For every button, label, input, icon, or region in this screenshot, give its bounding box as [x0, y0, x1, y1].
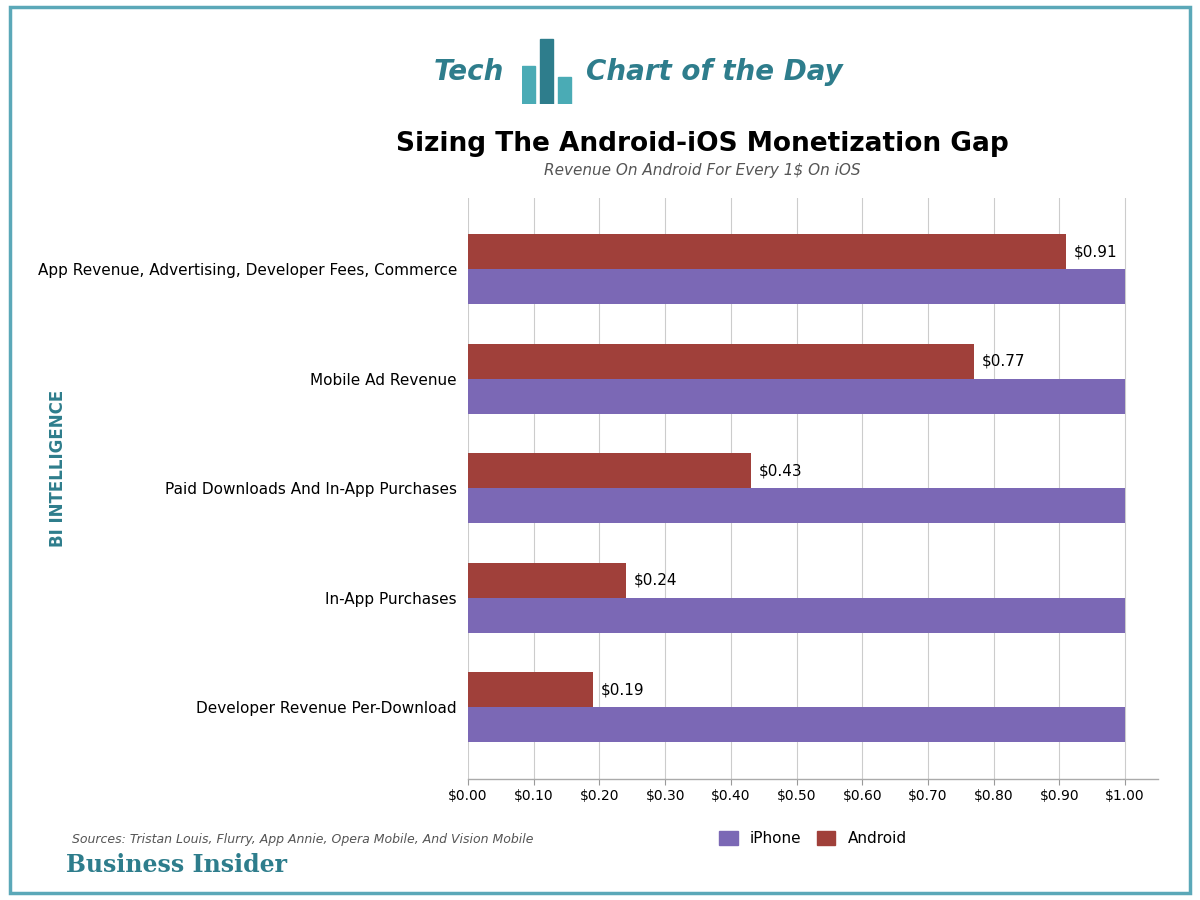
Bar	[468, 672, 593, 707]
Text: $0.91: $0.91	[1074, 244, 1117, 259]
Bar	[468, 454, 750, 488]
Text: $0.24: $0.24	[634, 572, 677, 588]
Bar	[468, 344, 974, 379]
Bar	[468, 598, 1126, 633]
Bar	[558, 76, 571, 104]
Text: $0.19: $0.19	[601, 682, 644, 698]
Text: Sources: Tristan Louis, Flurry, App Annie, Opera Mobile, And Vision Mobile: Sources: Tristan Louis, Flurry, App Anni…	[72, 833, 534, 846]
Bar	[522, 67, 535, 104]
Text: Business Insider: Business Insider	[66, 853, 287, 878]
Text: Tech: Tech	[433, 58, 504, 86]
Text: Revenue On Android For Every 1$ On iOS: Revenue On Android For Every 1$ On iOS	[544, 164, 860, 178]
Text: $0.77: $0.77	[982, 354, 1025, 369]
Text: Chart of the Day: Chart of the Day	[586, 58, 842, 86]
Bar	[468, 707, 1126, 742]
Bar	[468, 562, 625, 598]
Text: Sizing The Android-iOS Monetization Gap: Sizing The Android-iOS Monetization Gap	[396, 131, 1008, 157]
Text: $0.43: $0.43	[758, 464, 802, 478]
Bar	[540, 40, 553, 104]
Bar	[468, 379, 1126, 414]
Bar	[468, 234, 1066, 269]
Text: BI INTELLIGENCE: BI INTELLIGENCE	[48, 390, 67, 546]
Legend: iPhone, Android: iPhone, Android	[713, 824, 913, 852]
Bar	[468, 488, 1126, 523]
Bar	[468, 269, 1126, 304]
